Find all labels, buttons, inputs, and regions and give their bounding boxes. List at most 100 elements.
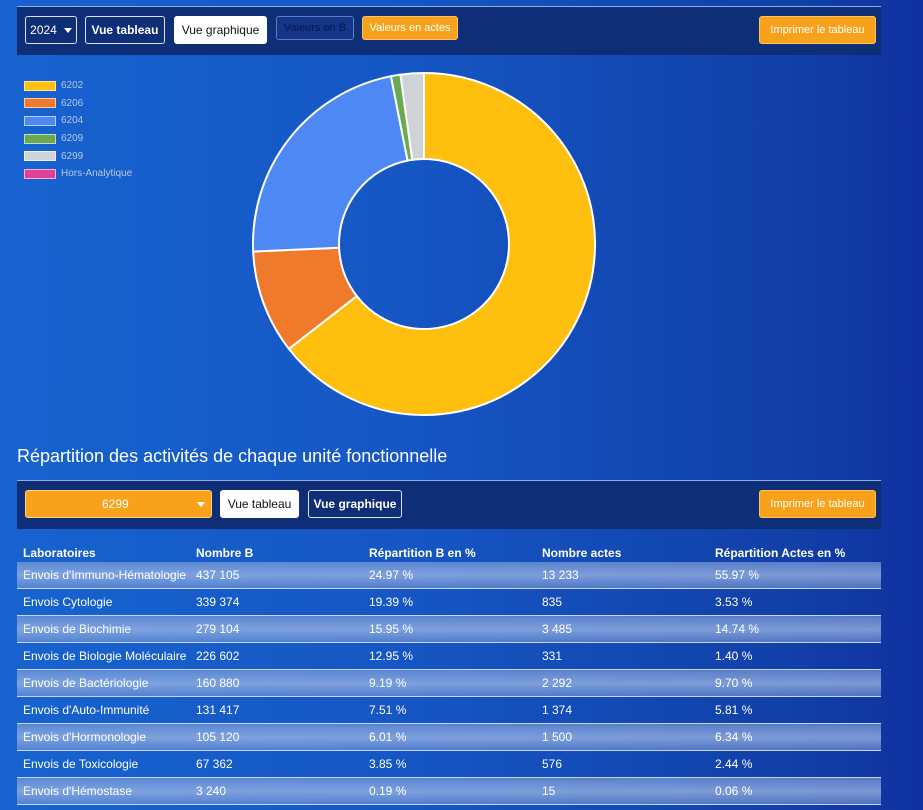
table-cell: 67 362	[190, 750, 363, 778]
unit-print-table-button[interactable]: Imprimer le tableau	[759, 490, 876, 518]
section-title: Répartition des activités de chaque unit…	[17, 446, 448, 466]
legend-swatch	[24, 151, 56, 162]
table-cell: 6.01 %	[363, 723, 536, 751]
chart-legend: 6202 6206 6204 6209 6299 Hors-Analytique	[24, 77, 132, 183]
table-cell: 105 120	[190, 723, 363, 751]
table-cell: 279 104	[190, 615, 363, 643]
table-row: Envois de Bactériologie 160 880 9.19 % 2 29…	[17, 669, 881, 697]
table-cell: 9.19 %	[363, 669, 536, 697]
activities-table: Laboratoires Nombre B Répartition B en %…	[17, 543, 881, 805]
table-cell: Envois de Biochimie	[17, 615, 190, 643]
donut-slice-6299[interactable]	[399, 71, 425, 161]
legend-item[interactable]: 6204	[24, 112, 132, 130]
unit-toolbar: 6299 Vue tableau Vue graphique Imprimer …	[17, 480, 881, 529]
legend-swatch	[24, 80, 56, 91]
table-cell: 3.53 %	[709, 588, 881, 616]
legend-swatch	[24, 168, 56, 179]
table-cell: 131 417	[190, 696, 363, 724]
legend-label: Hors-Analytique	[61, 168, 133, 180]
unit-select[interactable]: 6299	[25, 490, 212, 518]
legend-label: 6209	[61, 133, 84, 145]
legend-item[interactable]: Hors-Analytique	[24, 165, 132, 183]
valeurs-en-actes-button[interactable]: Valeurs en actes	[362, 16, 458, 40]
print-table-button[interactable]: Imprimer le tableau	[759, 16, 876, 44]
column-header: Répartition Actes en %	[715, 545, 846, 560]
table-cell: 2 292	[536, 669, 709, 697]
table-row: Envois Cytologie 339 374 19.39 % 835 3.53 %	[17, 588, 881, 616]
table-cell: 5.81 %	[709, 696, 881, 724]
unit-vue-tableau-button[interactable]: Vue tableau	[220, 490, 299, 518]
vue-tableau-button[interactable]: Vue tableau	[85, 16, 165, 44]
table-row: Envois d'Hormonologie 105 120 6.01 % 1 500 6…	[17, 723, 881, 751]
table-cell: 0.19 %	[363, 777, 536, 805]
table-cell: 9.70 %	[709, 669, 881, 697]
donut-slice-6204[interactable]	[252, 75, 409, 253]
column-header: Laboratoires	[23, 545, 96, 560]
table-row: Envois de Toxicologie 67 362 3.85 % 576 2.44…	[17, 750, 881, 778]
column-header: Nombre B	[196, 545, 254, 560]
legend-item[interactable]: 6202	[24, 77, 132, 95]
legend-swatch	[24, 98, 56, 109]
table-cell: Envois d'Immuno-Hématologie	[17, 562, 190, 589]
table-row: Envois de Biochimie 279 104 15.95 % 3 485 14…	[17, 615, 881, 643]
table-cell: 160 880	[190, 669, 363, 697]
table-cell: 339 374	[190, 588, 363, 616]
unit-select-value: 6299	[102, 497, 129, 511]
table-cell: 15.95 %	[363, 615, 536, 643]
table-cell: 2.44 %	[709, 750, 881, 778]
year-select[interactable]: 2024	[25, 16, 77, 44]
table-cell: 7.51 %	[363, 696, 536, 724]
legend-swatch	[24, 115, 56, 126]
table-cell: 331	[536, 642, 709, 670]
table-cell: 576	[536, 750, 709, 778]
legend-label: 6206	[61, 97, 84, 109]
table-cell: 226 602	[190, 642, 363, 670]
table-cell: Envois Cytologie	[17, 588, 190, 616]
table-cell: 1 500	[536, 723, 709, 751]
table-cell: Envois de Biologie Moléculaire	[17, 642, 190, 670]
donut-slice-6202[interactable]	[287, 71, 596, 416]
legend-label: 6202	[61, 80, 84, 92]
table-cell: 19.39 %	[363, 588, 536, 616]
chevron-down-icon	[197, 502, 205, 507]
legend-item[interactable]: 6206	[24, 95, 132, 113]
table-cell: 24.97 %	[363, 562, 536, 589]
donut-chart	[252, 71, 596, 416]
table-cell: 1.40 %	[709, 642, 881, 670]
table-row: Envois d'Immuno-Hématologie 437 105 24.97 …	[17, 562, 881, 589]
table-cell: Envois de Toxicologie	[17, 750, 190, 778]
table-header-row: Laboratoires Nombre B Répartition B en %…	[17, 543, 881, 562]
vue-graphique-button[interactable]: Vue graphique	[174, 16, 267, 44]
column-header: Répartition B en %	[369, 545, 476, 560]
table-cell: Envois de Bactériologie	[17, 669, 190, 697]
table-cell: 15	[536, 777, 709, 805]
table-cell: 14.74 %	[709, 615, 881, 643]
valeurs-en-b-button[interactable]: Valeurs en B	[276, 16, 354, 40]
chevron-down-icon	[63, 27, 72, 33]
table-row: Envois d'Auto-Immunité 131 417 7.51 % 1 374…	[17, 696, 881, 724]
legend-item[interactable]: 6209	[24, 130, 132, 148]
legend-item[interactable]: 6299	[24, 147, 132, 165]
table-cell: 437 105	[190, 562, 363, 589]
table-cell: Envois d'Hémostase	[17, 777, 190, 805]
table-cell: 3 240	[190, 777, 363, 805]
unit-vue-graphique-button[interactable]: Vue graphique	[308, 490, 402, 518]
table-cell: 55.97 %	[709, 562, 881, 589]
table-cell: Envois d'Auto-Immunité	[17, 696, 190, 724]
table-cell: 6.34 %	[709, 723, 881, 751]
top-toolbar: 2024 Vue tableau Vue graphique Valeurs e…	[17, 6, 881, 55]
table-cell: 3.85 %	[363, 750, 536, 778]
table-cell: 1 374	[536, 696, 709, 724]
year-select-value: 2024	[30, 23, 57, 37]
table-row: Envois de Biologie Moléculaire 226 602 12.…	[17, 642, 881, 670]
table-row: Envois d'Hémostase 3 240 0.19 % 15 0.06 %	[17, 777, 881, 805]
table-cell: 835	[536, 588, 709, 616]
legend-swatch	[24, 133, 56, 144]
table-cell: 3 485	[536, 615, 709, 643]
legend-label: 6204	[61, 115, 84, 127]
table-cell: 12.95 %	[363, 642, 536, 670]
table-cell: 0.06 %	[709, 777, 881, 805]
table-cell: 13 233	[536, 562, 709, 589]
table-cell: Envois d'Hormonologie	[17, 723, 190, 751]
column-header: Nombre actes	[542, 545, 622, 560]
